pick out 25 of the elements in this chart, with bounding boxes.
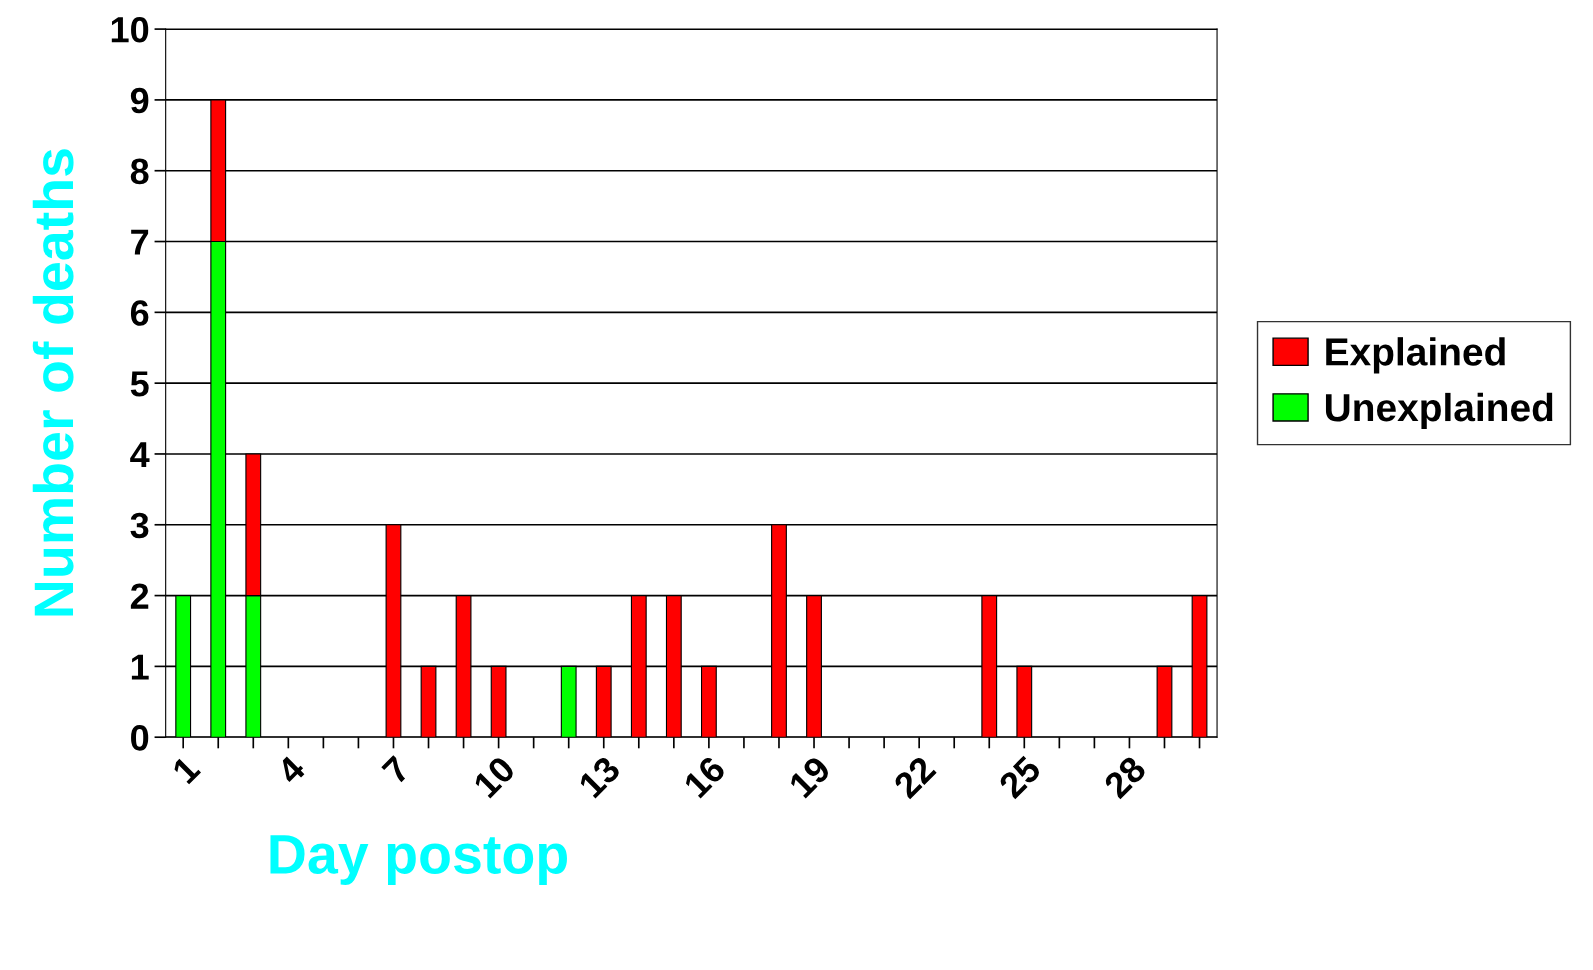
y-tick-label: 5: [130, 371, 149, 397]
x-tick-label: 13: [577, 754, 622, 799]
x-tick-label: 19: [787, 754, 832, 799]
y-tick-label: 7: [131, 229, 149, 255]
y-tick-label: 9: [130, 87, 149, 114]
x-tick-label: 1: [171, 754, 201, 785]
y-tick-label: 0: [131, 725, 149, 751]
y-tick-label: 6: [130, 300, 149, 326]
y-tick-label: 4: [130, 442, 150, 468]
y-tick-label: 2: [130, 583, 149, 609]
legend-label: Unexplained: [1325, 392, 1553, 430]
y-tick-label: 8: [130, 158, 149, 185]
x-tick-label: 16: [682, 754, 727, 799]
legend-label: Explained: [1326, 337, 1505, 374]
y-tick-label: 1: [131, 654, 149, 680]
x-tick-label: 28: [1102, 754, 1148, 800]
x-tick-label: 7: [381, 755, 411, 785]
y-axis-title: Number of deaths: [32, 149, 74, 616]
y-tick-label: 10: [111, 16, 149, 43]
x-axis-title: Day postop: [270, 835, 567, 885]
y-tick-label: 3: [130, 512, 149, 539]
x-tick-label: 25: [997, 754, 1043, 800]
x-tick-label: 4: [275, 754, 307, 786]
x-tick-label: 10: [472, 754, 517, 799]
x-tick-label: 22: [892, 754, 937, 800]
